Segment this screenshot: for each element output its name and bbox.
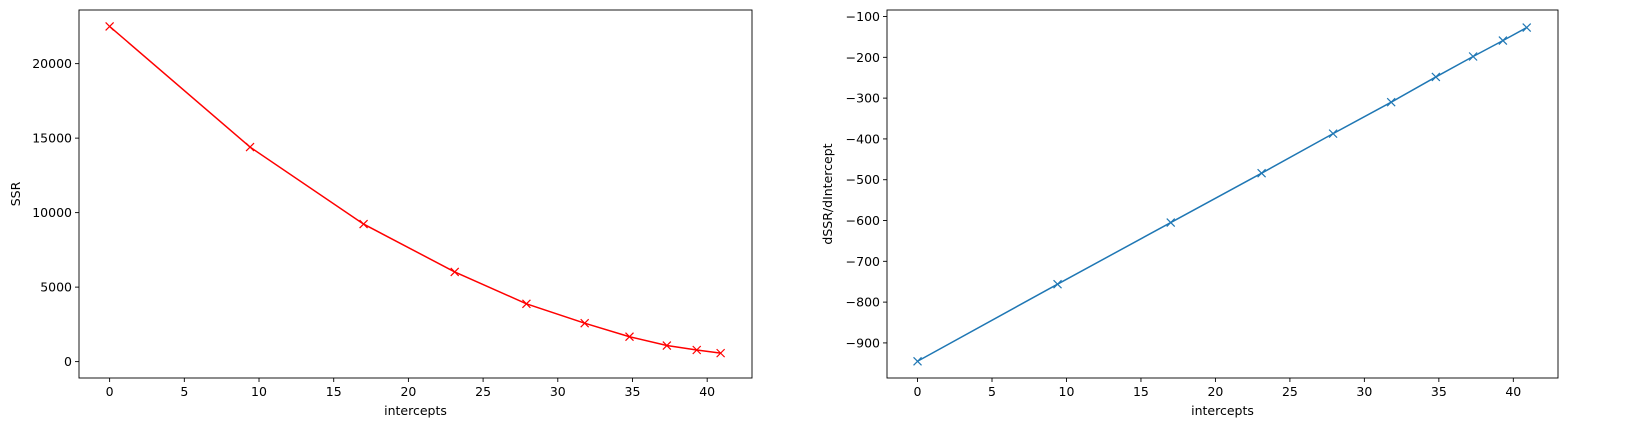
- data-point: [1053, 279, 1062, 289]
- data-point: [1431, 72, 1441, 82]
- x-axis-label: intercepts: [384, 403, 447, 418]
- x-tick-label: 20: [1207, 384, 1223, 399]
- data-point: [1166, 218, 1176, 227]
- y-tick-label: −800: [846, 295, 880, 310]
- y-tick-label: 5000: [40, 280, 72, 295]
- data-point: [580, 318, 590, 328]
- y-tick-label: 15000: [32, 131, 72, 146]
- x-tick-label: 35: [1431, 384, 1447, 399]
- y-tick-label: −400: [846, 131, 880, 146]
- x-tick-label: 40: [699, 384, 715, 399]
- data-point: [1386, 97, 1396, 107]
- data-point: [625, 332, 634, 342]
- x-tick-label: 10: [1059, 384, 1075, 399]
- axes-frame: [78, 9, 753, 379]
- y-tick-label: −300: [846, 91, 880, 106]
- x-tick-label: 40: [1505, 384, 1521, 399]
- y-tick-label: −900: [846, 335, 880, 350]
- y-tick-label: 0: [64, 354, 72, 369]
- data-point: [450, 267, 460, 277]
- x-tick-label: 0: [914, 384, 922, 399]
- data-point: [1522, 23, 1532, 32]
- y-tick-label: −700: [846, 254, 880, 269]
- data-point: [245, 142, 255, 152]
- x-tick-label: 30: [1356, 384, 1372, 399]
- x-axis-label: intercepts: [1191, 403, 1254, 418]
- y-tick-label: 20000: [32, 56, 72, 71]
- chart-ssr: 0 5 10 15 20 25 30 35 40 0 5000 10000 15000 20000 inte…: [8, 9, 753, 418]
- y-tick-label: −600: [846, 213, 880, 228]
- x-tick-label: 25: [1282, 384, 1298, 399]
- axes-frame: [886, 9, 1559, 379]
- y-tick-label: −100: [846, 9, 880, 24]
- x-tick-label: 5: [988, 384, 996, 399]
- data-point: [1328, 129, 1338, 139]
- x-tick-label: 10: [251, 384, 267, 399]
- series-line: [917, 26, 1528, 362]
- y-axis-label: dSSR/dIntercept: [820, 143, 835, 244]
- x-tick-label: 15: [1133, 384, 1149, 399]
- chart-derivative: 0 5 10 15 20 25 30 35 40 −900 −800 −700 −600 −500 −400…: [820, 9, 1559, 418]
- data-point: [662, 341, 672, 350]
- x-tick-label: 25: [475, 384, 491, 399]
- x-tick-label: 5: [180, 384, 188, 399]
- x-tick-label: 0: [106, 384, 114, 399]
- data-point: [913, 356, 922, 366]
- data-point: [716, 348, 726, 358]
- y-axis-label: SSR: [8, 181, 23, 206]
- data-point: [521, 299, 531, 309]
- y-tick-label: −500: [846, 172, 880, 187]
- x-tick-label: 35: [625, 384, 641, 399]
- data-point: [1468, 52, 1478, 61]
- data-point: [1498, 36, 1508, 46]
- data-point: [359, 219, 369, 229]
- series-line: [109, 25, 721, 354]
- data-point: [105, 21, 115, 31]
- data-point: [1257, 168, 1267, 178]
- data-point: [692, 345, 702, 355]
- x-tick-label: 15: [326, 384, 342, 399]
- x-tick-label: 30: [550, 384, 566, 399]
- y-tick-label: −200: [846, 50, 880, 65]
- x-tick-label: 20: [400, 384, 416, 399]
- y-tick-label: 10000: [32, 205, 72, 220]
